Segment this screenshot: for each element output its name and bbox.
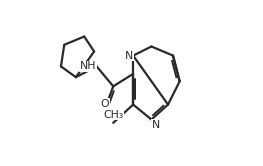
Text: N: N [125,51,133,61]
Text: NH: NH [80,61,97,71]
Text: O: O [101,99,109,109]
Text: CH₃: CH₃ [103,110,123,120]
Text: N: N [151,120,160,129]
